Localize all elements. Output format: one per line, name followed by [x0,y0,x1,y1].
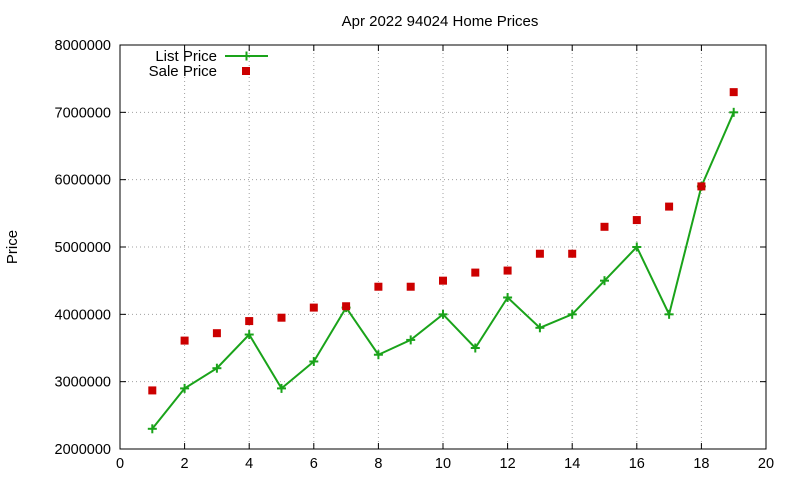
grid [120,45,766,449]
sale-price-point [439,276,447,285]
sale-price-point [471,268,480,277]
sale-price-point [535,249,544,258]
list-price-point [212,363,222,373]
list-price-point [664,309,674,319]
list-price-point [147,424,157,434]
y-tick-label: 3000000 [55,375,111,391]
sale-price-point [212,329,221,338]
sale-price-point [632,216,641,225]
y-tick-label: 6000000 [55,173,111,189]
y-tick-label: 7000000 [55,105,111,121]
legend-plus-marker [242,51,251,61]
list-price-point [180,383,190,393]
x-tick-label: 8 [374,456,382,472]
y-tick-label: 8000000 [55,38,111,54]
list-price-point [600,276,609,286]
series [147,88,739,434]
x-tick-label: 14 [564,456,580,472]
sale-price-point [374,282,383,291]
sale-price-point [568,249,577,258]
sale-price-point [600,222,609,231]
x-tick-label: 6 [310,456,318,472]
x-tick-label: 12 [500,456,516,472]
legend-label-sale-price: Sale Price [149,63,217,80]
sale-price-point [245,317,254,326]
sale-price-point [729,88,738,97]
sale-price-point [277,313,286,322]
x-tick-label: 10 [435,456,451,472]
legend-marker-sale-price [242,67,250,75]
sale-price-point [342,302,351,311]
sale-price-point [309,303,318,312]
y-tick-label: 2000000 [55,442,111,458]
chart-title: Apr 2022 94024 Home Prices [342,13,539,30]
x-tick-label: 16 [629,456,645,472]
y-tick-label: 4000000 [55,307,111,323]
list-price-point [406,335,416,345]
list-price-point [438,309,448,319]
x-tick-label: 18 [693,456,709,472]
sale-price-point [697,182,706,191]
list-price-point [632,242,642,252]
x-tick-label: 4 [245,456,253,472]
sale-price-point [148,386,157,395]
list-price-point [470,343,480,353]
legend-marker-list-price [242,51,251,61]
list-price-point [567,309,577,319]
x-tick-label: 20 [758,456,774,472]
legend: List Price Sale Price [149,48,268,80]
list-price-point [277,383,286,393]
y-tick-label: 5000000 [55,240,111,256]
sale-price-point [180,336,189,345]
x-tick-label: 2 [181,456,189,472]
list-price-point [244,330,254,340]
sale-price-point [503,266,512,275]
sale-price-point [665,202,674,211]
sale-price-point [406,282,415,291]
legend-label-list-price: List Price [155,48,217,65]
list-price-point [373,350,383,360]
list-price-point [309,356,319,366]
list-price-point [503,293,513,302]
list-price-point [729,107,739,117]
list-price-point [535,323,545,333]
y-axis-title: Price [4,230,21,264]
ticks: 0 2 4 6 8 10 12 14 16 18 20 2000000 3000000 4000000 50… [55,38,775,472]
x-tick-label: 0 [116,456,124,472]
